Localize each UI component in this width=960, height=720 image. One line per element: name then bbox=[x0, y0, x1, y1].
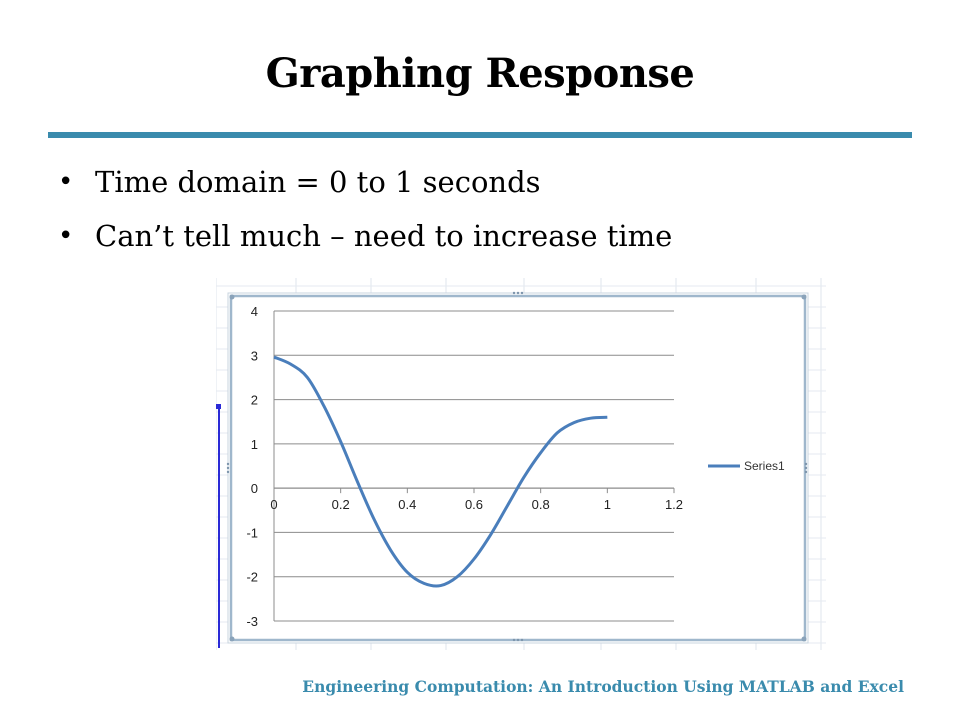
line-chart: 4 3 2 1 0 -1 -2 -3 0 0.2 0.4 0.6 0.8 1 1.2 Series1 bbox=[215, 278, 826, 650]
corner-resize-handle bbox=[801, 294, 807, 300]
slide-footer: Engineering Computation: An Introduction… bbox=[302, 677, 904, 696]
edge-resize-grip bbox=[804, 462, 808, 466]
bullet-text: Time domain = 0 to 1 seconds bbox=[95, 165, 541, 199]
chart-resize-handles[interactable] bbox=[226, 291, 808, 642]
corner-resize-handle bbox=[801, 636, 807, 642]
series-line-series1 bbox=[273, 355, 608, 588]
bullet-text: Can’t tell much – need to increase time bbox=[95, 219, 673, 253]
excel-chart-screenshot: 4 3 2 1 0 -1 -2 -3 0 0.2 0.4 0.6 0.8 1 1.2 Series1 bbox=[215, 278, 826, 650]
edge-resize-grip bbox=[520, 638, 524, 642]
y-tick-label: 1 bbox=[251, 437, 258, 452]
y-axis-tick-labels: 4 3 2 1 0 -1 -2 -3 bbox=[246, 304, 258, 629]
x-tick-label: 0.6 bbox=[465, 497, 483, 512]
y-tick-label: 0 bbox=[251, 481, 258, 496]
x-tick-label: 1.2 bbox=[665, 497, 683, 512]
y-tick-label: -2 bbox=[246, 570, 258, 585]
bullet-marker-icon: • bbox=[58, 221, 74, 251]
edge-resize-grip bbox=[516, 638, 520, 642]
legend-label: Series1 bbox=[744, 459, 785, 473]
title-divider bbox=[48, 132, 912, 138]
corner-resize-handle bbox=[229, 636, 235, 642]
edge-resize-grip bbox=[512, 638, 516, 642]
y-tick-label: -1 bbox=[246, 525, 258, 540]
corner-resize-handle bbox=[229, 294, 235, 300]
x-tick-label: 0 bbox=[270, 497, 277, 512]
edge-resize-grip bbox=[226, 462, 230, 466]
y-tick-label: 4 bbox=[251, 304, 258, 319]
chart-legend: Series1 bbox=[708, 459, 785, 473]
x-tick-label: 0.4 bbox=[398, 497, 416, 512]
x-tick-label: 0.8 bbox=[532, 497, 550, 512]
bullet-marker-icon: • bbox=[58, 167, 74, 197]
cell-selection-handle[interactable] bbox=[216, 404, 221, 409]
edge-resize-grip bbox=[804, 466, 808, 470]
series-lines bbox=[273, 355, 608, 588]
bullet-item: • Time domain = 0 to 1 seconds bbox=[58, 160, 672, 214]
y-tick-label: -3 bbox=[246, 614, 258, 629]
edge-resize-grip bbox=[520, 291, 524, 295]
edge-resize-grip bbox=[512, 291, 516, 295]
x-tick-label: 0.2 bbox=[332, 497, 350, 512]
y-tick-label: 3 bbox=[251, 348, 258, 363]
bullet-list: • Time domain = 0 to 1 seconds • Can’t t… bbox=[58, 160, 672, 268]
edge-resize-grip bbox=[226, 466, 230, 470]
x-tick-label: 1 bbox=[604, 497, 611, 512]
plot-area: 4 3 2 1 0 -1 -2 -3 0 0.2 0.4 0.6 0.8 1 1.2 bbox=[246, 304, 683, 629]
x-axis-tick-labels: 0 0.2 0.4 0.6 0.8 1 1.2 bbox=[270, 497, 683, 512]
edge-resize-grip bbox=[804, 470, 808, 474]
edge-resize-grip bbox=[516, 291, 520, 295]
bullet-item: • Can’t tell much – need to increase tim… bbox=[58, 214, 672, 268]
chart-area-border[interactable] bbox=[229, 294, 807, 642]
slide-title: Graphing Response bbox=[265, 50, 695, 97]
edge-resize-grip bbox=[226, 470, 230, 474]
y-tick-label: 2 bbox=[251, 393, 258, 408]
